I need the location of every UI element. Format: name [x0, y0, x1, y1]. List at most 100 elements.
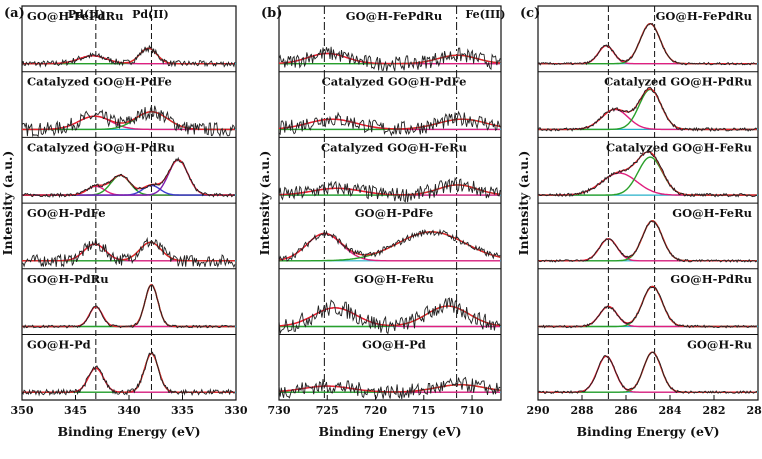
fit-peak-1 — [538, 88, 757, 131]
fit-envelope — [538, 220, 757, 262]
raw-spectrum — [21, 236, 236, 269]
series-label: Catalyzed GO@H-PdRu — [27, 140, 175, 154]
x-axis-label: Binding Energy (eV) — [57, 424, 200, 439]
series-label: GO@H-Pd — [27, 338, 91, 352]
raw-spectrum — [278, 228, 501, 263]
fit-envelope — [278, 231, 501, 261]
series-label: Catalyzed GO@H-PdRu — [604, 75, 752, 89]
panel-a: GO@H-FePdRu Catalyzed GO@H-PdFe Catalyzed … — [0, 5, 248, 439]
series-label: Catalyzed GO@H-PdFe — [27, 75, 172, 89]
series-label: GO@H-Ru — [687, 338, 752, 352]
fit-peak-0 — [538, 305, 757, 328]
fit-envelope — [278, 384, 501, 393]
y-axis-label: Intensity (a.u.) — [257, 151, 272, 256]
fit-peak-0 — [538, 238, 757, 262]
raw-spectrum — [21, 44, 236, 69]
spectrum-3: GO@H-FeRu — [537, 206, 758, 263]
series-label: GO@H-FeRu — [354, 272, 434, 286]
series-label: Catalyzed GO@H-PdFe — [322, 75, 467, 89]
raw-spectrum — [278, 176, 501, 203]
fit-peak-1 — [22, 352, 235, 393]
x-tick-label: 286 — [615, 404, 638, 417]
x-tick-label: 288 — [571, 404, 594, 417]
spectrum-3: GO@H-PdFe — [21, 206, 236, 269]
fit-peak-1 — [22, 283, 235, 328]
raw-spectrum — [278, 46, 501, 72]
oxidation-state-annotation: Fe(III) — [465, 8, 505, 21]
spectrum-5: GO@H-Ru — [537, 338, 758, 395]
x-tick-label: 282 — [703, 404, 726, 417]
fit-envelope — [22, 47, 235, 65]
oxidation-state-annotation: Pd(II) — [68, 8, 105, 21]
series-label: GO@H-FeRu — [672, 206, 752, 220]
oxidation-state-annotation: Pd(II) — [132, 8, 169, 21]
fit-peak-1 — [538, 22, 757, 65]
x-tick-label: 290 — [527, 404, 550, 417]
fit-peak-0 — [538, 172, 757, 196]
series-label: GO@H-FePdRu — [346, 9, 442, 23]
x-tick-label: 720 — [364, 404, 387, 417]
spectrum-0: GO@H-FePdRu — [537, 9, 758, 66]
spectrum-5: GO@H-Pd — [278, 338, 501, 400]
spectrum-0: GO@H-FePdRu — [21, 9, 236, 69]
x-tick-label: 725 — [316, 404, 339, 417]
raw-spectrum — [21, 105, 236, 138]
fit-envelope — [538, 285, 757, 328]
y-axis-label: Intensity (a.u.) — [0, 151, 15, 256]
raw-spectrum — [537, 286, 757, 329]
series-label: GO@H-PdFe — [355, 206, 434, 220]
fit-envelope — [22, 111, 235, 131]
panel-c: GO@H-FePdRu Catalyzed GO@H-PdRu Catalyzed … — [516, 5, 762, 439]
raw-spectrum — [21, 284, 235, 329]
raw-spectrum — [537, 150, 757, 198]
spectrum-0: GO@H-FePdRu — [278, 9, 501, 72]
panel-label: (a) — [4, 6, 25, 21]
fit-envelope — [22, 352, 235, 393]
fit-envelope — [538, 88, 757, 131]
x-tick-label: 730 — [268, 404, 291, 417]
x-tick-label: 340 — [118, 404, 141, 417]
fit-peak-3 — [22, 159, 235, 196]
raw-spectrum — [537, 351, 758, 395]
series-label: Catalyzed GO@H-FeRu — [321, 140, 467, 154]
spectrum-1: Catalyzed GO@H-PdRu — [537, 75, 758, 132]
raw-spectrum — [537, 220, 758, 263]
x-tick-label: 330 — [225, 404, 248, 417]
raw-spectrum — [278, 110, 501, 137]
raw-spectrum — [21, 351, 236, 397]
spectrum-2: Catalyzed GO@H-PdRu — [21, 140, 236, 199]
series-label: GO@H-FePdRu — [27, 9, 123, 23]
fit-peak-1 — [22, 111, 235, 131]
panel-b: GO@H-FePdRu Catalyzed GO@H-PdFe Catalyzed … — [257, 5, 505, 439]
spectrum-2: Catalyzed GO@H-FeRu — [278, 140, 501, 203]
x-tick-label: 710 — [461, 404, 484, 417]
series-label: GO@H-PdRu — [27, 272, 109, 286]
spectrum-3: GO@H-PdFe — [278, 206, 501, 263]
x-tick-label: 280 — [747, 404, 762, 417]
series-label: GO@H-PdRu — [670, 272, 752, 286]
fit-peak-0 — [538, 108, 757, 131]
spectrum-1: Catalyzed GO@H-PdFe — [21, 75, 236, 138]
y-axis-label: Intensity (a.u.) — [516, 151, 531, 256]
fit-peak-0 — [22, 305, 235, 328]
series-label: GO@H-Pd — [362, 338, 426, 352]
fit-envelope — [22, 159, 235, 196]
x-axis-label: Binding Energy (eV) — [576, 424, 719, 439]
x-tick-label: 345 — [64, 404, 87, 417]
spectrum-4: GO@H-FeRu — [278, 272, 501, 335]
series-label: GO@H-FePdRu — [656, 9, 752, 23]
fit-envelope — [22, 283, 235, 328]
series-label: GO@H-PdFe — [27, 206, 106, 220]
panel-label: (b) — [261, 6, 282, 21]
x-tick-label: 335 — [171, 404, 194, 417]
spectrum-5: GO@H-Pd — [21, 338, 236, 397]
spectrum-4: GO@H-PdRu — [21, 272, 236, 329]
spectrum-4: GO@H-PdRu — [537, 272, 758, 329]
spectrum-1: Catalyzed GO@H-PdFe — [278, 75, 501, 137]
x-axis-label: Binding Energy (eV) — [318, 424, 461, 439]
fit-envelope — [538, 22, 757, 65]
x-tick-label: 715 — [412, 404, 435, 417]
panel-label: (c) — [520, 6, 540, 21]
fit-envelope — [278, 52, 501, 65]
